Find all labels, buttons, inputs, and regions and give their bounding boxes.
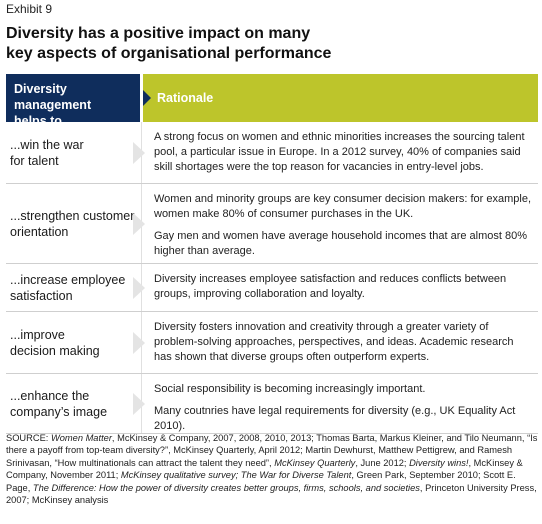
row-arrow-icon: [133, 141, 145, 164]
source-title-italic: Diversity wins!: [409, 457, 469, 468]
row-label: ...enhance the company’s image: [10, 374, 136, 433]
header-left-line-2: helps to...: [14, 114, 73, 128]
source-note: SOURCE: Women Matter, McKinsey & Company…: [6, 432, 540, 506]
source-label: SOURCE:: [6, 433, 49, 443]
source-text: , June 2012;: [355, 457, 410, 468]
source-text: , Princeton University Press, 2007; McKi…: [6, 482, 537, 506]
header-left-line-1: Diversity management: [14, 82, 92, 112]
table-row: ...improve decision making Diversity fost…: [6, 312, 538, 374]
table-row: ...increase employee satisfaction Diversi…: [6, 264, 538, 312]
source-title-italic: The Difference: How the power of diversi…: [32, 482, 420, 493]
source-title-italic: McKinsey qualitative survey; The War for…: [120, 470, 352, 481]
row-label-line: ...win the war: [10, 137, 84, 152]
source-text: , McKinsey & Company, 2007, 2008, 2010, …: [6, 433, 538, 468]
source-title-italic: McKinsey Quarterly: [274, 457, 356, 468]
row-label-line: ...strengthen customer: [10, 208, 135, 223]
source-citations: Women Matter, McKinsey & Company, 2007, …: [6, 433, 537, 505]
row-rationale: Diversity fosters innovation and creativ…: [154, 320, 534, 365]
source-title-italic: Women Matter: [50, 433, 112, 443]
header-rationale: Rationale: [143, 74, 538, 122]
row-label: ...increase employee satisfaction: [10, 264, 136, 311]
row-label-line: company’s image: [10, 404, 108, 419]
row-label-line: orientation: [10, 224, 69, 239]
row-label-line: ...improve: [10, 327, 65, 342]
title-line-1: Diversity has a positive impact on many: [6, 25, 311, 42]
header-diversity-management: Diversity management helps to...: [6, 74, 140, 128]
row-label-line: decision making: [10, 343, 100, 358]
page-title: Diversity has a positive impact on many …: [6, 24, 466, 64]
row-arrow-icon: [133, 331, 145, 354]
row-label-line: ...enhance the: [10, 388, 90, 403]
row-label-line: satisfaction: [10, 288, 73, 303]
source-text: , Green Park, September 2010; Scott E. P…: [6, 470, 516, 493]
row-label-line: for talent: [10, 153, 59, 168]
rationale-table: ...win the war for talent A strong focus …: [6, 122, 538, 434]
title-line-2: key aspects of organisational performanc…: [6, 45, 332, 62]
rationale-paragraph: Women and minority groups are key consum…: [154, 193, 532, 220]
row-label: ...win the war for talent: [10, 122, 136, 183]
table-row: ...enhance the company’s image Social res…: [6, 374, 538, 434]
source-text: , McKinsey & Company, November 2011;: [6, 457, 523, 481]
table-row: ...strengthen customer orientation Women …: [6, 184, 538, 264]
row-arrow-icon: [133, 212, 145, 235]
row-label-line: ...increase employee: [10, 272, 126, 287]
row-rationale: Women and minority groups are key consum…: [154, 192, 534, 259]
exhibit-label: Exhibit 9: [6, 2, 53, 16]
rationale-paragraph: Diversity fosters innovation and creativ…: [154, 321, 514, 363]
header-arrow-icon: [143, 90, 151, 106]
row-rationale: Diversity increases employee satisfactio…: [154, 272, 534, 302]
row-label: ...improve decision making: [10, 312, 136, 373]
row-rationale: A strong focus on women and ethnic minor…: [154, 130, 534, 175]
rationale-paragraph: Diversity increases employee satisfactio…: [154, 273, 507, 300]
rationale-paragraph: Many coutnries have legal requirements f…: [154, 405, 516, 432]
row-label: ...strengthen customer orientation: [10, 184, 136, 263]
rationale-paragraph: Gay men and women have average household…: [154, 230, 527, 257]
rationale-paragraph: Social responsibility is becoming increa…: [154, 383, 426, 395]
row-arrow-icon: [133, 392, 145, 415]
row-arrow-icon: [133, 276, 145, 299]
table-header: Diversity management helps to... Rationa…: [6, 74, 538, 128]
table-row: ...win the war for talent A strong focus …: [6, 122, 538, 184]
rationale-paragraph: A strong focus on women and ethnic minor…: [154, 131, 525, 173]
row-rationale: Social responsibility is becoming increa…: [154, 382, 534, 434]
